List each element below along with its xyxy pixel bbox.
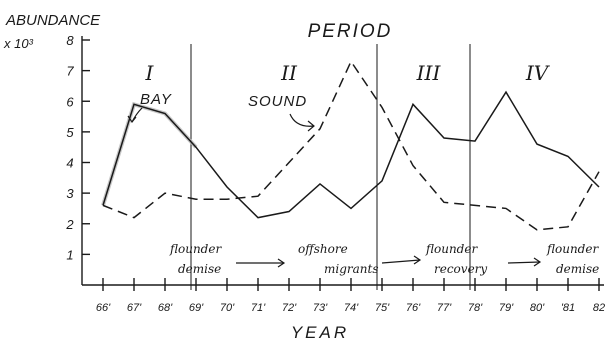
- x-tick-label-5: 70': [220, 302, 235, 314]
- series-lines: [101, 59, 600, 231]
- period-dividers: [190, 44, 471, 290]
- period-label-2: II: [280, 61, 298, 85]
- annotation-arrow-2: [381, 259, 421, 264]
- x-tick-label-2: 67': [127, 302, 142, 314]
- annotation-arrow-1-head: [277, 258, 286, 268]
- x-tick-label-4: 69': [189, 302, 204, 314]
- period-label-4: IV: [525, 61, 551, 85]
- annotation-2-line1: offshore: [298, 242, 348, 256]
- y-tick-label-3: 6: [66, 94, 74, 109]
- x-tick-label-16: '81: [561, 302, 575, 314]
- x-axis-label: YEAR: [291, 323, 349, 342]
- x-tick-label-7: 72': [282, 302, 297, 314]
- series-line-bay: [102, 90, 600, 219]
- x-tick-label-11: 76': [406, 302, 421, 314]
- x-tick-label-8: 73': [313, 302, 328, 314]
- chart-title: PERIOD: [308, 21, 393, 42]
- annotation-4-line1: flounder: [546, 242, 599, 256]
- y-tick-label-2: 7: [66, 64, 74, 79]
- sound-pointer-arrow: [289, 113, 315, 127]
- x-tick-label-3: 68': [158, 302, 173, 314]
- x-tick-label-12: 77': [437, 302, 452, 314]
- y-tick-label-1: 8: [66, 33, 74, 48]
- y-axis-label: ABUNDANCE: [5, 12, 101, 29]
- annotation-2-line2: migrants: [324, 262, 379, 276]
- y-tick-label-5: 4: [66, 156, 73, 171]
- annotation-4-line2: demise: [556, 262, 599, 276]
- x-tick-label-9: 74': [344, 302, 359, 314]
- x-ticks: 66' 67' 68' 69' 70' 71' 72' 73' 74' 75' 76' 77' 78' 7…: [96, 278, 605, 314]
- series-label-bay: BAY: [140, 91, 172, 108]
- x-tick-label-14: 79': [499, 302, 514, 314]
- period-label-3: III: [416, 61, 442, 85]
- annotation-3-line1: flounder: [425, 242, 478, 256]
- series-label-sound: SOUND: [248, 93, 307, 110]
- x-tick-label-13: 78': [468, 302, 483, 314]
- y-tick-label-8: 1: [66, 247, 73, 262]
- series-line-sound: [102, 59, 600, 231]
- bay-pointer-head: [127, 115, 137, 124]
- annotation-arrow-3: [507, 261, 541, 264]
- annotation-arrow-3-head: [533, 257, 542, 267]
- sound-pointer-head: [307, 120, 315, 132]
- annotation-1-line1: flounder: [169, 242, 222, 256]
- annotation-arrow-2-head: [413, 255, 422, 265]
- event-annotations: flounder demise offshore migrants flound…: [169, 242, 599, 276]
- x-tick-label-10: 75': [375, 302, 390, 314]
- bay-highlight: [101, 101, 198, 206]
- period-label-1: I: [145, 61, 155, 85]
- y-axis-unit: x 10³: [3, 36, 34, 51]
- y-tick-label-7: 2: [65, 217, 74, 232]
- x-tick-label-6: 71': [251, 302, 266, 314]
- y-tick-label-6: 3: [66, 186, 74, 201]
- x-tick-label-1: 66': [96, 302, 111, 314]
- annotation-1-line2: demise: [178, 262, 221, 276]
- x-tick-label-17: 82: [593, 302, 605, 314]
- annotation-3-line2: recovery: [434, 262, 487, 276]
- period-labels: I II III IV: [145, 61, 551, 85]
- x-tick-label-15: 80': [530, 302, 545, 314]
- y-tick-label-4: 5: [66, 125, 74, 140]
- y-ticks: 8 7 6 5 4 3 2 1: [65, 33, 90, 262]
